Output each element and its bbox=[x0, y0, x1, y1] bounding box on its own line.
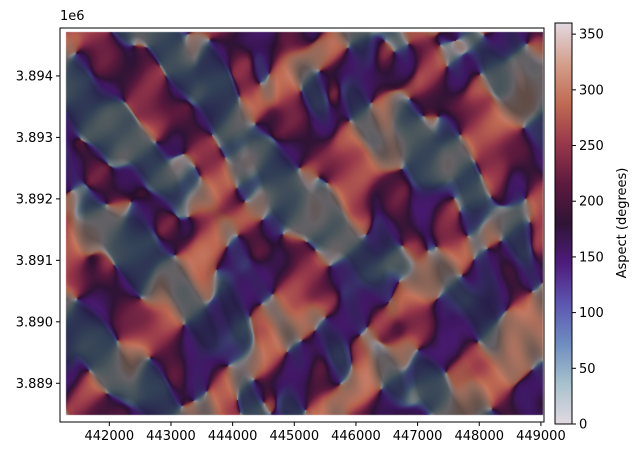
colorbar-tick-label: 200 bbox=[579, 195, 604, 210]
y-tick-label: 3.893 bbox=[16, 131, 53, 146]
colorbar-tick-label: 50 bbox=[579, 362, 596, 377]
colorbar bbox=[554, 22, 573, 425]
x-tick-label: 447000 bbox=[393, 429, 443, 444]
x-tick-label: 446000 bbox=[331, 429, 381, 444]
colorbar-axis: 0 50 100 150 200 250 300 350 bbox=[572, 28, 604, 433]
x-axis: 442000 443000 444000 445000 446000 447000 4480… bbox=[85, 422, 566, 444]
plot-frame bbox=[59, 27, 545, 423]
y-offset-label: 1e6 bbox=[60, 9, 85, 24]
x-tick-label: 448000 bbox=[454, 429, 504, 444]
y-tick-label: 3.890 bbox=[16, 315, 53, 330]
colorbar-tick-label: 100 bbox=[579, 306, 604, 321]
colorbar-tick-label: 150 bbox=[579, 250, 604, 265]
aspect-image bbox=[60, 28, 544, 422]
x-tick-label: 445000 bbox=[269, 429, 319, 444]
aspect-raster bbox=[60, 28, 544, 422]
y-axis: 3.889 3.890 3.891 3.892 3.893 3.894 bbox=[16, 69, 60, 392]
x-tick-label: 443000 bbox=[146, 429, 196, 444]
colorbar-tick-label: 0 bbox=[579, 418, 587, 433]
x-tick-label: 444000 bbox=[208, 429, 258, 444]
colorbar-tick-label: 250 bbox=[579, 139, 604, 154]
colorbar-tick-label: 350 bbox=[579, 28, 604, 43]
colorbar-tick-label: 300 bbox=[579, 83, 604, 98]
x-tick-label: 449000 bbox=[516, 429, 566, 444]
y-tick-label: 3.894 bbox=[16, 69, 53, 84]
y-tick-label: 3.891 bbox=[16, 254, 53, 269]
colorbar-label: Aspect (degrees) bbox=[615, 168, 630, 279]
y-tick-label: 3.889 bbox=[16, 377, 53, 392]
x-tick-label: 442000 bbox=[85, 429, 135, 444]
y-tick-label: 3.892 bbox=[16, 192, 53, 207]
